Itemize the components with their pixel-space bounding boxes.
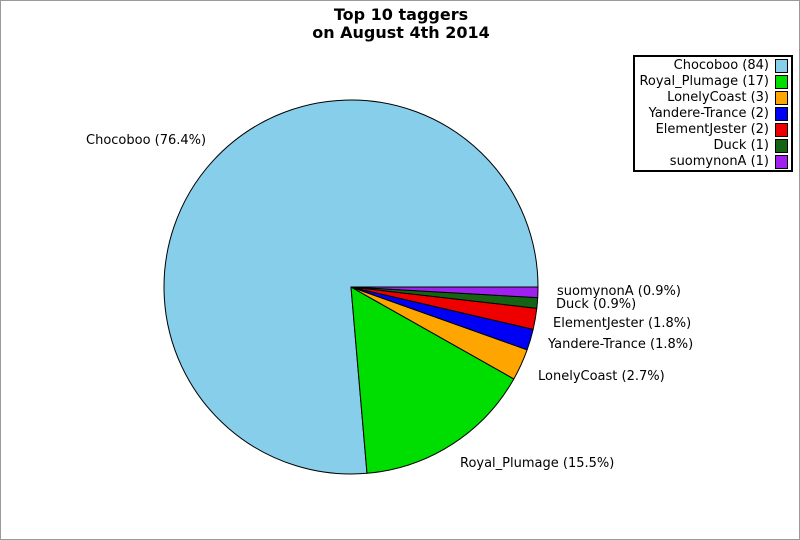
legend-item-lonelycoast: LonelyCoast (3) — [635, 90, 788, 106]
pie-label-lonelycoast: LonelyCoast (2.7%) — [538, 369, 665, 384]
legend-color-swatch — [775, 90, 788, 105]
pie-slice-royal_plumage — [350, 286, 515, 474]
legend-item-label: Royal_Plumage (17) — [639, 74, 769, 89]
pie-label-duck: Duck (0.9%) — [556, 297, 637, 312]
legend-color-swatch — [775, 74, 788, 89]
legend: Chocoboo (84) Royal_Plumage (17) LonelyCoa… — [633, 55, 793, 172]
legend-item-label: LonelyCoast (3) — [667, 90, 769, 105]
pie-slice-suomynona — [350, 286, 539, 299]
legend-item-label: Duck (1) — [713, 138, 769, 153]
pie-label-yandere-trance: Yandere-Trance (1.8%) — [548, 337, 694, 352]
legend-item-duck: Duck (1) — [635, 138, 788, 154]
pie-label-elementjester: ElementJester (1.8%) — [553, 316, 692, 331]
legend-color-swatch — [775, 154, 788, 169]
pie-label-chocoboo: Chocoboo (76.4%) — [86, 133, 207, 148]
chart-title-line1: Top 10 taggers — [333, 5, 469, 24]
chart-title: Top 10 taggers on August 4th 2014 — [1, 5, 799, 42]
chart-title-line2: on August 4th 2014 — [312, 23, 490, 42]
legend-item-label: suomynonA (1) — [669, 154, 769, 169]
legend-item-label: Chocoboo (84) — [673, 58, 769, 73]
legend-item-yandere-trance: Yandere-Trance (2) — [635, 106, 788, 122]
legend-item-chocoboo: Chocoboo (84) — [635, 58, 788, 74]
legend-color-swatch — [775, 58, 788, 73]
legend-color-swatch — [775, 122, 788, 137]
legend-item-suomynona: suomynonA (1) — [635, 154, 788, 170]
legend-item-label: ElementJester (2) — [655, 122, 769, 137]
legend-color-swatch — [775, 106, 788, 121]
legend-item-label: Yandere-Trance (2) — [648, 106, 769, 121]
legend-color-swatch — [775, 138, 788, 153]
legend-item-elementjester: ElementJester (2) — [635, 122, 788, 138]
legend-item-royal_plumage: Royal_Plumage (17) — [635, 74, 788, 90]
pie-slices-group — [163, 99, 539, 475]
pie-label-royal_plumage: Royal_Plumage (15.5%) — [460, 456, 615, 471]
pie-label-suomynona: suomynonA (0.9%) — [557, 284, 681, 299]
